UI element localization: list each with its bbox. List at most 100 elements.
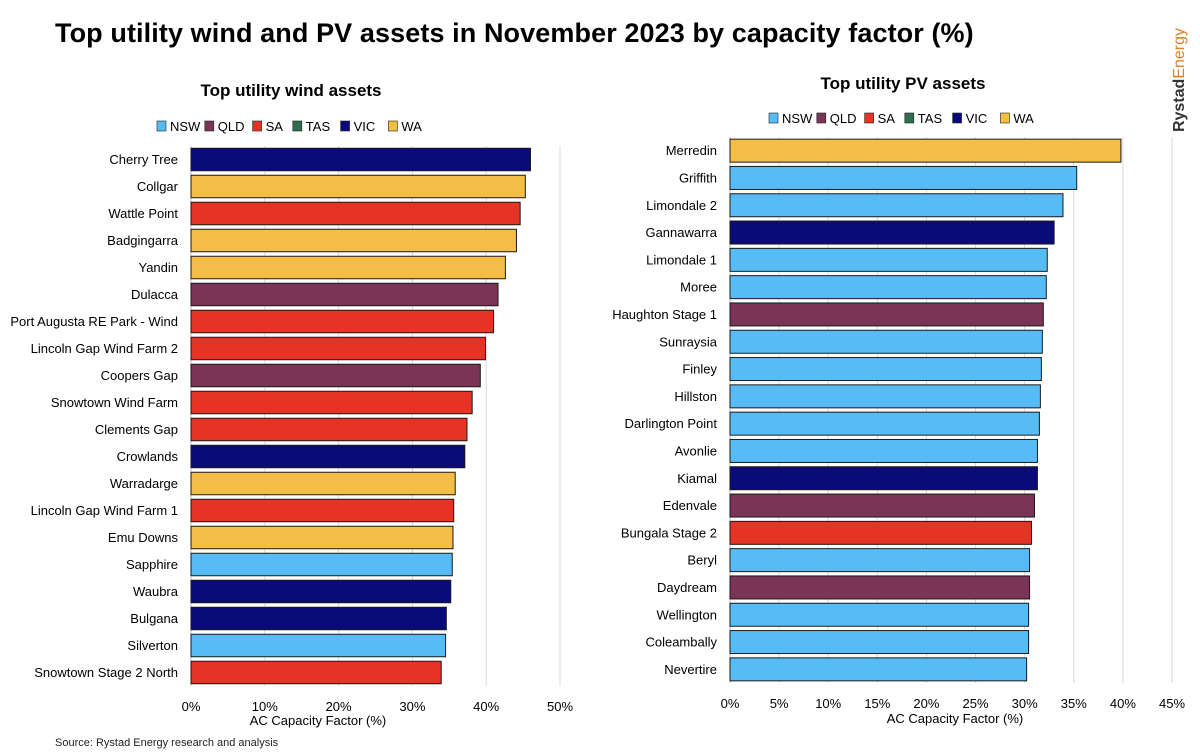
bar-wellington (729, 602, 1030, 627)
legend-label: SA (266, 119, 284, 134)
legend-swatch (388, 120, 398, 132)
legend-label: NSW (170, 119, 201, 134)
legend-item-qld: QLD (204, 119, 245, 134)
category-label: Dulacca (131, 287, 179, 302)
category-label: Lincoln Gap Wind Farm 2 (31, 341, 178, 356)
legend-label: NSW (782, 111, 813, 126)
legend-swatch (904, 112, 915, 124)
bar-snowtown-wind-farm (190, 390, 473, 415)
legend-item-nsw: NSW (768, 111, 813, 126)
legend-item-wa: WA (1000, 111, 1034, 126)
x-tick-label: 20% (913, 696, 939, 711)
x-tick-label: 10% (252, 699, 278, 714)
bar-emu-downs (190, 525, 454, 550)
category-label: Clements Gap (95, 422, 178, 437)
bar-bungala-stage-2 (729, 520, 1033, 545)
category-label: Crowlands (117, 449, 179, 464)
category-label: Silverton (127, 638, 178, 653)
x-axis-label: AC Capacity Factor (%) (250, 713, 387, 728)
bar-silverton (190, 633, 447, 658)
bar-lincoln-gap-wind-farm-2 (190, 336, 486, 361)
chart-title: Top utility PV assets (820, 74, 985, 93)
category-label: Sunraysia (659, 334, 718, 349)
x-tick-label: 40% (473, 699, 499, 714)
x-tick-label: 30% (1012, 696, 1038, 711)
bar-port-augusta-re-park-wind (190, 309, 495, 334)
bar-hillston (729, 384, 1041, 409)
legend-swatch (252, 120, 262, 132)
category-label: Lincoln Gap Wind Farm 1 (31, 503, 178, 518)
bar-sapphire (190, 552, 453, 577)
category-label: Kiamal (677, 471, 717, 486)
bar-clements-gap (190, 417, 468, 442)
category-label: Nevertire (664, 662, 717, 677)
category-label: Yandin (138, 260, 178, 275)
bar-bulgana (190, 606, 447, 631)
bar-lincoln-gap-wind-farm-1 (190, 498, 455, 523)
category-label: Haughton Stage 1 (612, 307, 717, 322)
legend-label: VIC (966, 111, 988, 126)
x-tick-label: 45% (1159, 696, 1185, 711)
x-tick-label: 35% (1061, 696, 1087, 711)
legend-item-nsw: NSW (156, 119, 201, 134)
bar-beryl (729, 548, 1031, 573)
x-tick-label: 0% (182, 699, 201, 714)
bar-waubra (190, 579, 452, 604)
legend-label: TAS (306, 119, 331, 134)
x-tick-label: 50% (547, 699, 573, 714)
category-label: Avonlie (675, 443, 717, 458)
x-tick-label: 5% (770, 696, 789, 711)
category-label: Port Augusta RE Park - Wind (10, 314, 178, 329)
category-label: Snowtown Stage 2 North (34, 665, 178, 680)
category-label: Finley (682, 362, 717, 377)
bar-yandin (190, 255, 506, 280)
legend-swatch (952, 112, 962, 124)
x-tick-label: 25% (963, 696, 989, 711)
bar-moree (729, 275, 1047, 300)
pv-chart: Top utility PV assets NSW QLD SA TAS VIC WA 0% 5… (612, 74, 1185, 726)
bar-dulacca (190, 282, 499, 307)
category-label: Sapphire (126, 557, 178, 572)
bar-edenvale (729, 493, 1035, 518)
legend-swatch (768, 112, 779, 124)
category-label: Coopers Gap (101, 368, 178, 383)
legend-item-sa: SA (252, 119, 284, 134)
category-label: Bungala Stage 2 (621, 525, 717, 540)
bar-avonlie (729, 438, 1038, 463)
category-label: Cherry Tree (109, 152, 178, 167)
category-label: Waubra (133, 584, 179, 599)
category-label: Collgar (137, 179, 179, 194)
bar-daydream (729, 575, 1031, 600)
category-label: Coleambally (645, 635, 717, 650)
legend-label: QLD (218, 119, 245, 134)
category-label: Wattle Point (108, 206, 178, 221)
bar-coopers-gap (190, 363, 481, 388)
category-label: Darlington Point (625, 416, 718, 431)
bar-limondale-2 (729, 193, 1064, 218)
legend-label: WA (1013, 111, 1034, 126)
category-label: Gannawarra (645, 225, 717, 240)
bar-coleambally (729, 630, 1030, 655)
legend-swatch (292, 120, 303, 132)
x-axis-label: AC Capacity Factor (%) (887, 711, 1024, 726)
legend-item-vic: VIC (340, 119, 375, 134)
bar-limondale-1 (729, 247, 1048, 272)
category-label: Limondale 2 (646, 198, 717, 213)
bar-kiamal (729, 466, 1038, 491)
x-tick-label: 40% (1110, 696, 1136, 711)
legend-item-wa: WA (388, 119, 422, 134)
category-label: Edenvale (663, 498, 717, 513)
bar-warradarge (190, 471, 456, 496)
chart-title: Top utility wind assets (200, 81, 381, 100)
bar-griffith (729, 165, 1078, 190)
source-note: Source: Rystad Energy research and analy… (55, 737, 279, 749)
wind-chart: Top utility wind assets NSW QLD SA TAS VIC WA 0… (10, 81, 573, 728)
page-title: Top utility wind and PV assets in Novemb… (55, 18, 974, 48)
legend-item-tas: TAS (904, 111, 942, 126)
x-tick-label: 20% (326, 699, 352, 714)
category-label: Emu Downs (108, 530, 179, 545)
bar-cherry-tree (190, 147, 531, 172)
category-label: Merredin (666, 143, 717, 158)
legend-label: SA (878, 111, 896, 126)
